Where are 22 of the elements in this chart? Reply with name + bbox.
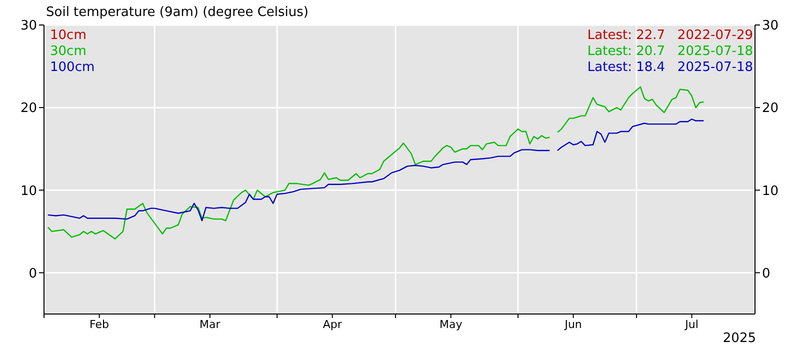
y-tick-label: 0: [28, 266, 37, 282]
text: 100cm: [50, 60, 95, 76]
y-tick-label: 30: [20, 18, 37, 34]
annotation: Latest: 22.7 2022-07-29: [587, 28, 753, 44]
text: 2025: [722, 331, 756, 346]
x-tick-label: Feb: [90, 318, 110, 331]
annotation: Latest: 20.7 2025-07-18: [587, 44, 753, 60]
x-tick-label: Jul: [684, 318, 698, 331]
y2-tick-label: 20: [762, 101, 779, 116]
y2-tick-label: 0: [762, 266, 770, 282]
y-tick-label: 20: [20, 101, 37, 116]
x-tick-label: Apr: [322, 318, 342, 331]
x-tick-label: Mar: [200, 318, 221, 331]
legend-label: 10cm: [50, 28, 88, 44]
text: 30cm: [50, 44, 88, 60]
annotation: Latest: 18.4 2025-07-18: [587, 60, 753, 76]
chart-title: Soil temperature (9am) (degree Celsius): [46, 5, 309, 20]
y2-tick-label: 30: [762, 18, 779, 34]
y2-tick-label: 10: [762, 184, 779, 199]
x-tick-label: May: [439, 318, 463, 331]
y-tick-label: 10: [20, 184, 37, 199]
x-tick-label: Jun: [564, 318, 582, 331]
